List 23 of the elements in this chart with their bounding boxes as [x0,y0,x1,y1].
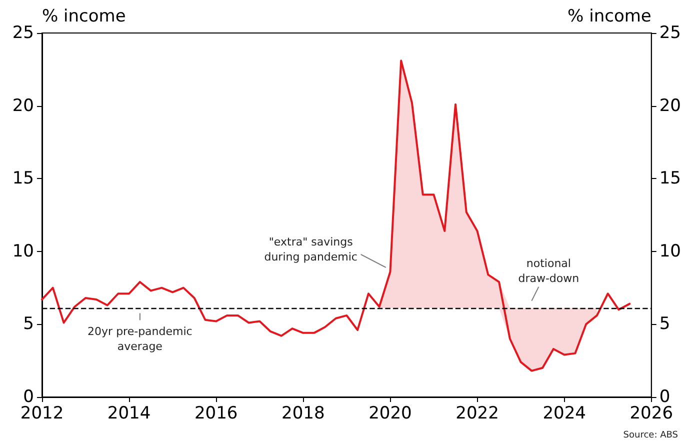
x-tick-label: 2020 [368,404,412,424]
y-tick-label: 10 [12,241,34,262]
x-tick-label: 2022 [456,404,499,424]
y-tick-label: 5 [23,314,34,334]
y2-axis-title: % income [568,6,652,26]
y-tick-label: 25 [12,23,34,43]
y2-tick-label: 25 [659,23,682,43]
x-tick-label: 2014 [107,404,151,424]
annotation: notional draw-down [518,256,580,285]
y-axis-title: % income [42,6,126,26]
y2-tick-label: 20 [659,96,682,116]
x-tick-label: 2018 [282,404,325,424]
annotation: 20yr pre-pandemic average [88,325,192,354]
y2-tick-label: 15 [659,168,682,189]
y2-tick-label: 5 [659,314,670,334]
y2-tick-label: 10 [659,241,682,262]
y-tick-label: 15 [12,168,34,189]
y-tick-label: 20 [12,96,34,116]
line-series [41,60,631,372]
source-note: Source: ABS [623,430,678,440]
annotation: "extra" savings during pandemic [264,235,358,264]
x-tick-label: 2016 [194,404,238,424]
x-tick-label: 2024 [542,404,586,424]
